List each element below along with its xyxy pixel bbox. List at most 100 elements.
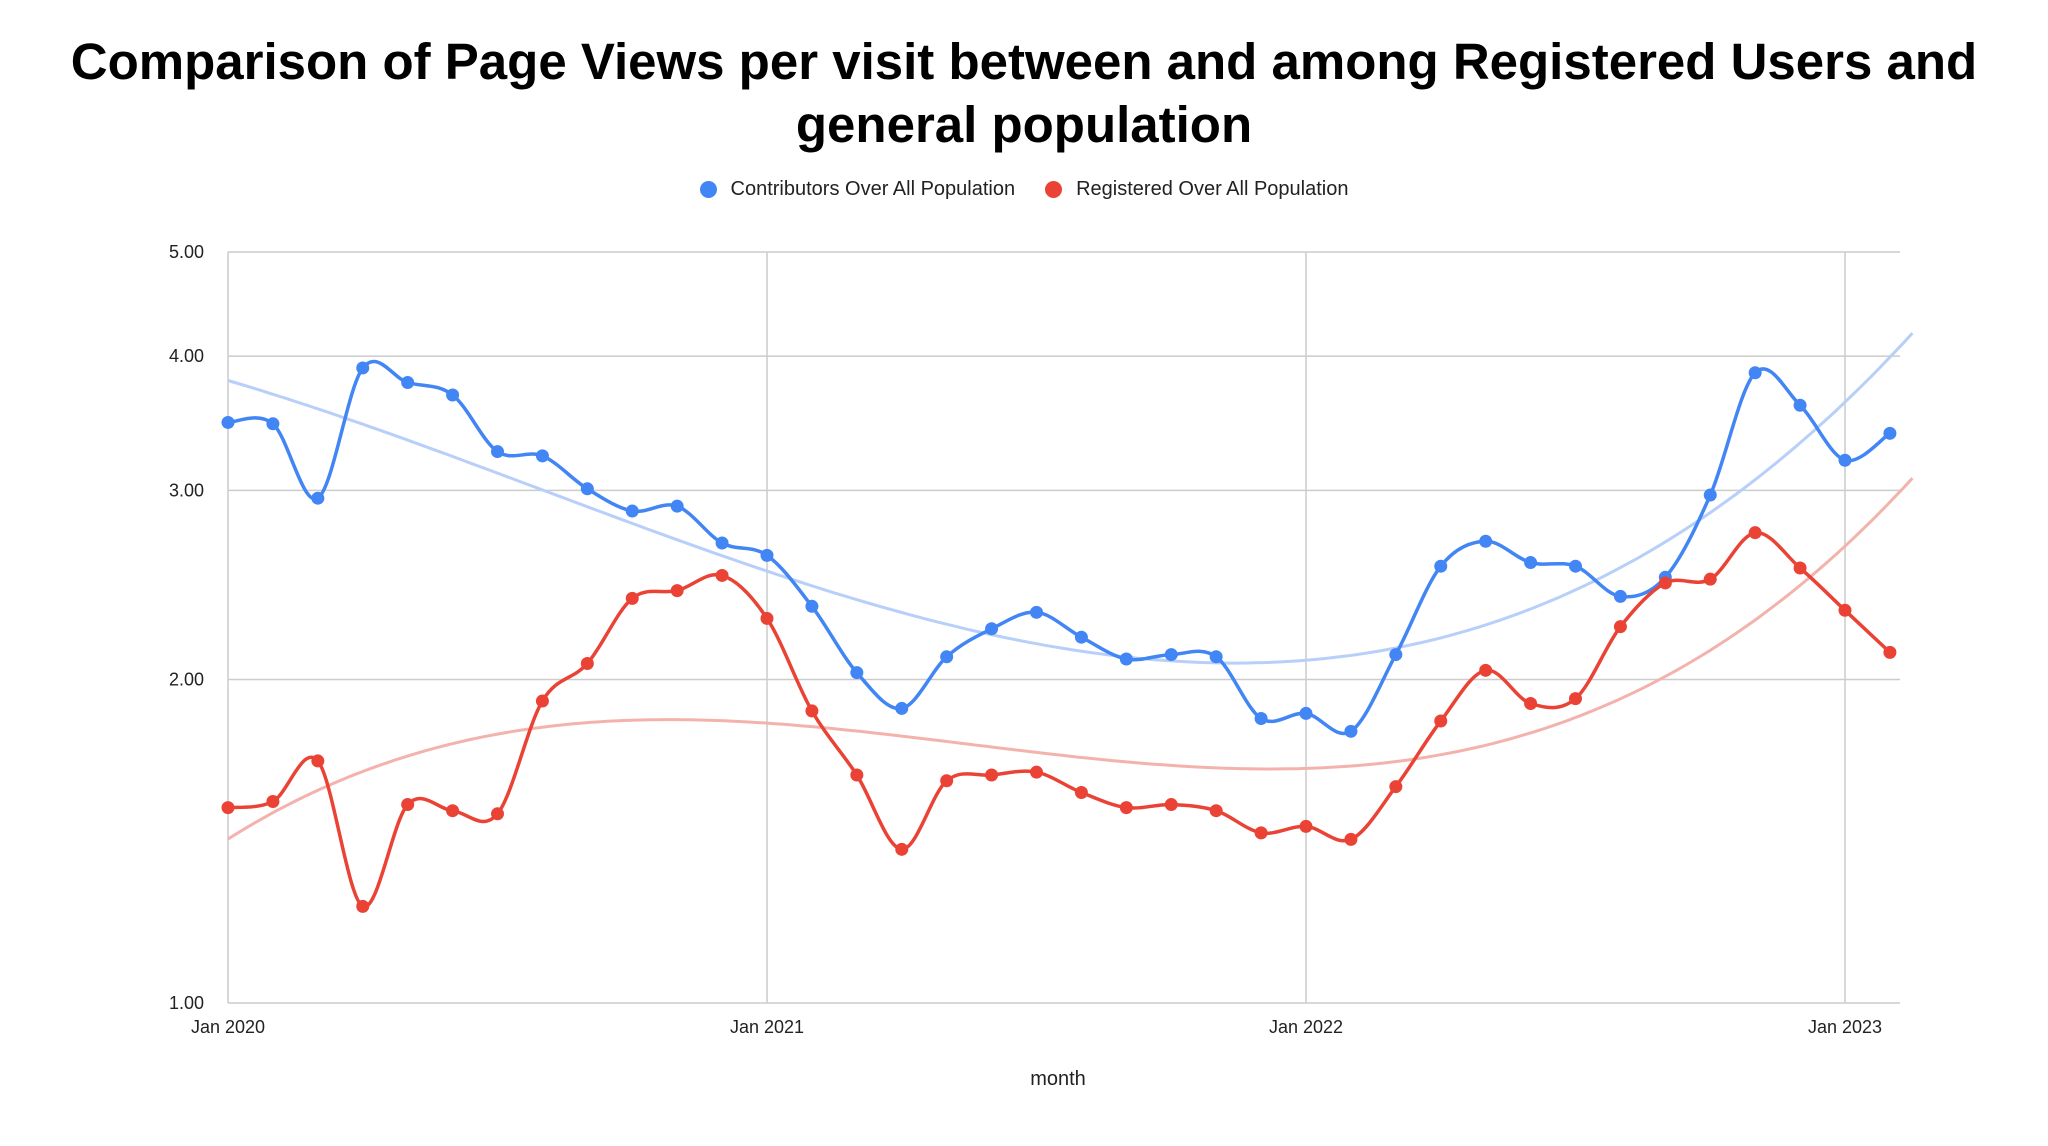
x-axis-label: month — [1030, 1068, 1086, 1090]
data-point-contributors — [1838, 453, 1852, 467]
data-point-registered — [1030, 765, 1043, 779]
data-point-registered — [1074, 786, 1088, 800]
x-tick-label: Jan 2023 — [1808, 1017, 1882, 1037]
data-point-contributors — [625, 504, 639, 518]
x-tick-label: Jan 2020 — [191, 1017, 265, 1037]
data-point-registered — [940, 774, 954, 788]
data-point-registered — [805, 704, 819, 718]
chart-title-line-2: general population — [795, 96, 1253, 153]
data-point-registered — [1838, 603, 1852, 617]
y-tick-label: 4.00 — [169, 346, 204, 366]
data-point-contributors — [1254, 711, 1268, 725]
trendline-contributors — [227, 332, 1914, 665]
data-point-registered — [1793, 561, 1807, 575]
series-line-registered — [227, 530, 1892, 909]
chart-title: Comparison of Page Views per visit betwe… — [0, 30, 2048, 156]
data-point-contributors — [760, 548, 774, 562]
data-point-registered — [446, 804, 460, 818]
data-point-registered — [715, 568, 729, 582]
y-tick-label: 5.00 — [169, 242, 204, 262]
legend-item-contributors[interactable]: Contributors Over All Population — [699, 178, 1016, 201]
data-point-registered — [1658, 576, 1672, 590]
y-tick-label: 1.00 — [169, 993, 204, 1013]
data-point-contributors — [535, 449, 549, 463]
data-point-contributors — [1479, 534, 1493, 548]
data-point-contributors — [1389, 648, 1403, 662]
data-point-registered — [760, 611, 774, 625]
data-point-registered — [1164, 798, 1178, 812]
legend-label-registered: Registered Over All Population — [1076, 178, 1349, 200]
data-point-contributors — [895, 701, 909, 715]
data-point-contributors — [670, 499, 684, 513]
data-point-contributors — [580, 482, 594, 496]
data-point-registered — [1703, 572, 1717, 586]
data-point-registered — [1299, 819, 1313, 833]
data-point-registered — [625, 591, 639, 605]
data-point-registered — [580, 657, 594, 671]
data-point-registered — [1748, 526, 1762, 540]
series-line-contributors — [227, 359, 1891, 736]
data-point-registered — [401, 798, 415, 812]
data-point-contributors — [715, 536, 729, 550]
data-point-registered — [1569, 692, 1582, 706]
data-point-contributors — [1119, 652, 1133, 666]
data-point-registered — [850, 768, 864, 782]
data-point-registered — [895, 842, 909, 856]
data-point-registered — [356, 899, 370, 913]
data-point-contributors — [311, 491, 325, 505]
x-tick-label: Jan 2022 — [1269, 1017, 1343, 1037]
data-point-contributors — [940, 650, 954, 664]
data-point-contributors — [446, 388, 460, 402]
data-point-contributors — [805, 599, 819, 613]
data-point-contributors — [985, 622, 999, 636]
y-tick-label: 2.00 — [169, 670, 204, 690]
data-point-contributors — [221, 415, 235, 429]
data-point-contributors — [1703, 488, 1717, 502]
data-point-contributors — [1164, 648, 1178, 662]
data-point-contributors — [1524, 556, 1538, 570]
data-point-contributors — [356, 361, 370, 375]
data-point-registered — [266, 795, 280, 809]
data-point-contributors — [1074, 630, 1088, 644]
data-point-registered — [1344, 832, 1358, 846]
trendline-registered — [227, 477, 1914, 841]
data-point-registered — [1613, 620, 1627, 634]
data-point-contributors — [1793, 398, 1807, 412]
data-point-registered — [670, 584, 684, 598]
data-point-contributors — [401, 376, 415, 390]
legend-label-contributors: Contributors Over All Population — [730, 178, 1016, 200]
data-point-contributors — [1613, 589, 1627, 603]
y-tick-label: 3.00 — [169, 480, 204, 500]
data-point-registered — [1479, 663, 1493, 677]
data-point-contributors — [850, 666, 864, 680]
data-point-registered — [1434, 714, 1448, 728]
data-point-registered — [221, 801, 235, 815]
data-point-contributors — [1434, 559, 1448, 573]
data-point-contributors — [1209, 650, 1223, 664]
data-point-registered — [1254, 826, 1268, 840]
legend-item-registered[interactable]: Registered Over All Population — [1045, 178, 1348, 201]
data-point-contributors — [1883, 426, 1897, 440]
data-point-registered — [1883, 645, 1897, 659]
data-point-registered — [1389, 780, 1403, 794]
chart-title-line-1: Comparison of Page Views per visit betwe… — [70, 33, 1978, 90]
legend-marker-contributors — [699, 181, 717, 198]
x-tick-label: Jan 2021 — [730, 1017, 804, 1037]
data-point-registered — [311, 754, 325, 768]
data-point-contributors — [1344, 724, 1358, 738]
data-point-contributors — [1030, 605, 1043, 619]
data-point-registered — [1524, 696, 1538, 710]
data-point-contributors — [266, 417, 280, 431]
data-point-registered — [491, 807, 504, 821]
chart-legend: Contributors Over All Population Registe… — [0, 178, 2048, 201]
data-point-contributors — [491, 445, 504, 459]
data-point-contributors — [1569, 559, 1582, 573]
data-point-contributors — [1748, 366, 1762, 380]
data-point-registered — [1209, 804, 1223, 818]
legend-marker-registered — [1045, 181, 1063, 198]
data-point-registered — [985, 768, 999, 782]
data-point-contributors — [1299, 706, 1313, 720]
data-point-registered — [1119, 801, 1133, 815]
data-point-registered — [535, 694, 549, 708]
